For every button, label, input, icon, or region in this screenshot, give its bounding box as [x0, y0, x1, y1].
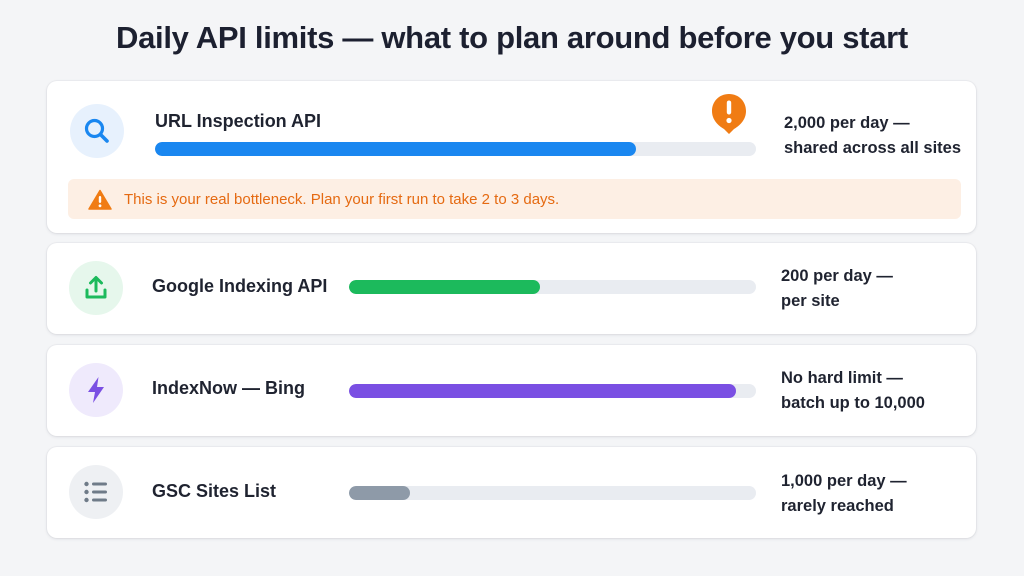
- warning-banner: This is your real bottleneck. Plan your …: [68, 179, 961, 219]
- api-card-google-indexing: Google Indexing API 200 per day — per si…: [47, 243, 976, 334]
- limit-line: shared across all sites: [784, 139, 962, 157]
- warning-triangle-icon: [88, 189, 112, 210]
- limit-text: 200 per day — per site: [781, 264, 893, 314]
- page-title: Daily API limits — what to plan around b…: [116, 20, 908, 55]
- api-card-url-inspection: URL Inspection API 2,000 per day — share…: [47, 81, 976, 233]
- limit-line: No hard limit —: [781, 369, 903, 387]
- warning-text: This is your real bottleneck. Plan your …: [124, 190, 560, 208]
- limit-line: 2,000 per day —: [784, 114, 910, 132]
- usage-bar-fill: [349, 280, 541, 294]
- alert-pin-icon: [712, 94, 746, 134]
- upload-icon: [69, 261, 123, 315]
- usage-bar: [349, 384, 756, 398]
- search-icon: [70, 104, 124, 158]
- limit-text: 1,000 per day — rarely reached: [781, 469, 907, 519]
- list-icon: [69, 465, 123, 519]
- api-name: Google Indexing API: [152, 276, 328, 296]
- limit-line: batch up to 10,000: [781, 394, 925, 412]
- limit-text: 2,000 per day — shared across all sites: [784, 111, 961, 161]
- lightning-bolt-icon: [69, 363, 123, 417]
- api-name: GSC Sites List: [152, 481, 277, 501]
- api-name: IndexNow — Bing: [152, 378, 305, 398]
- api-card-indexnow: IndexNow — Bing No hard limit — batch up…: [47, 345, 976, 436]
- limit-line: 200 per day —: [781, 267, 893, 285]
- api-name: URL Inspection API: [155, 111, 322, 131]
- usage-bar: [349, 486, 756, 500]
- usage-bar-fill: [349, 486, 411, 500]
- api-card-gsc-sites-list: GSC Sites List 1,000 per day — rarely re…: [47, 447, 976, 538]
- usage-bar-fill: [155, 142, 636, 156]
- usage-bar: [155, 142, 756, 156]
- limit-text: No hard limit — batch up to 10,000: [781, 366, 925, 416]
- usage-bar: [349, 280, 756, 294]
- usage-bar-fill: [349, 384, 736, 398]
- limit-line: 1,000 per day —: [781, 472, 907, 490]
- limit-line: rarely reached: [781, 497, 894, 515]
- limit-line: per site: [781, 292, 840, 310]
